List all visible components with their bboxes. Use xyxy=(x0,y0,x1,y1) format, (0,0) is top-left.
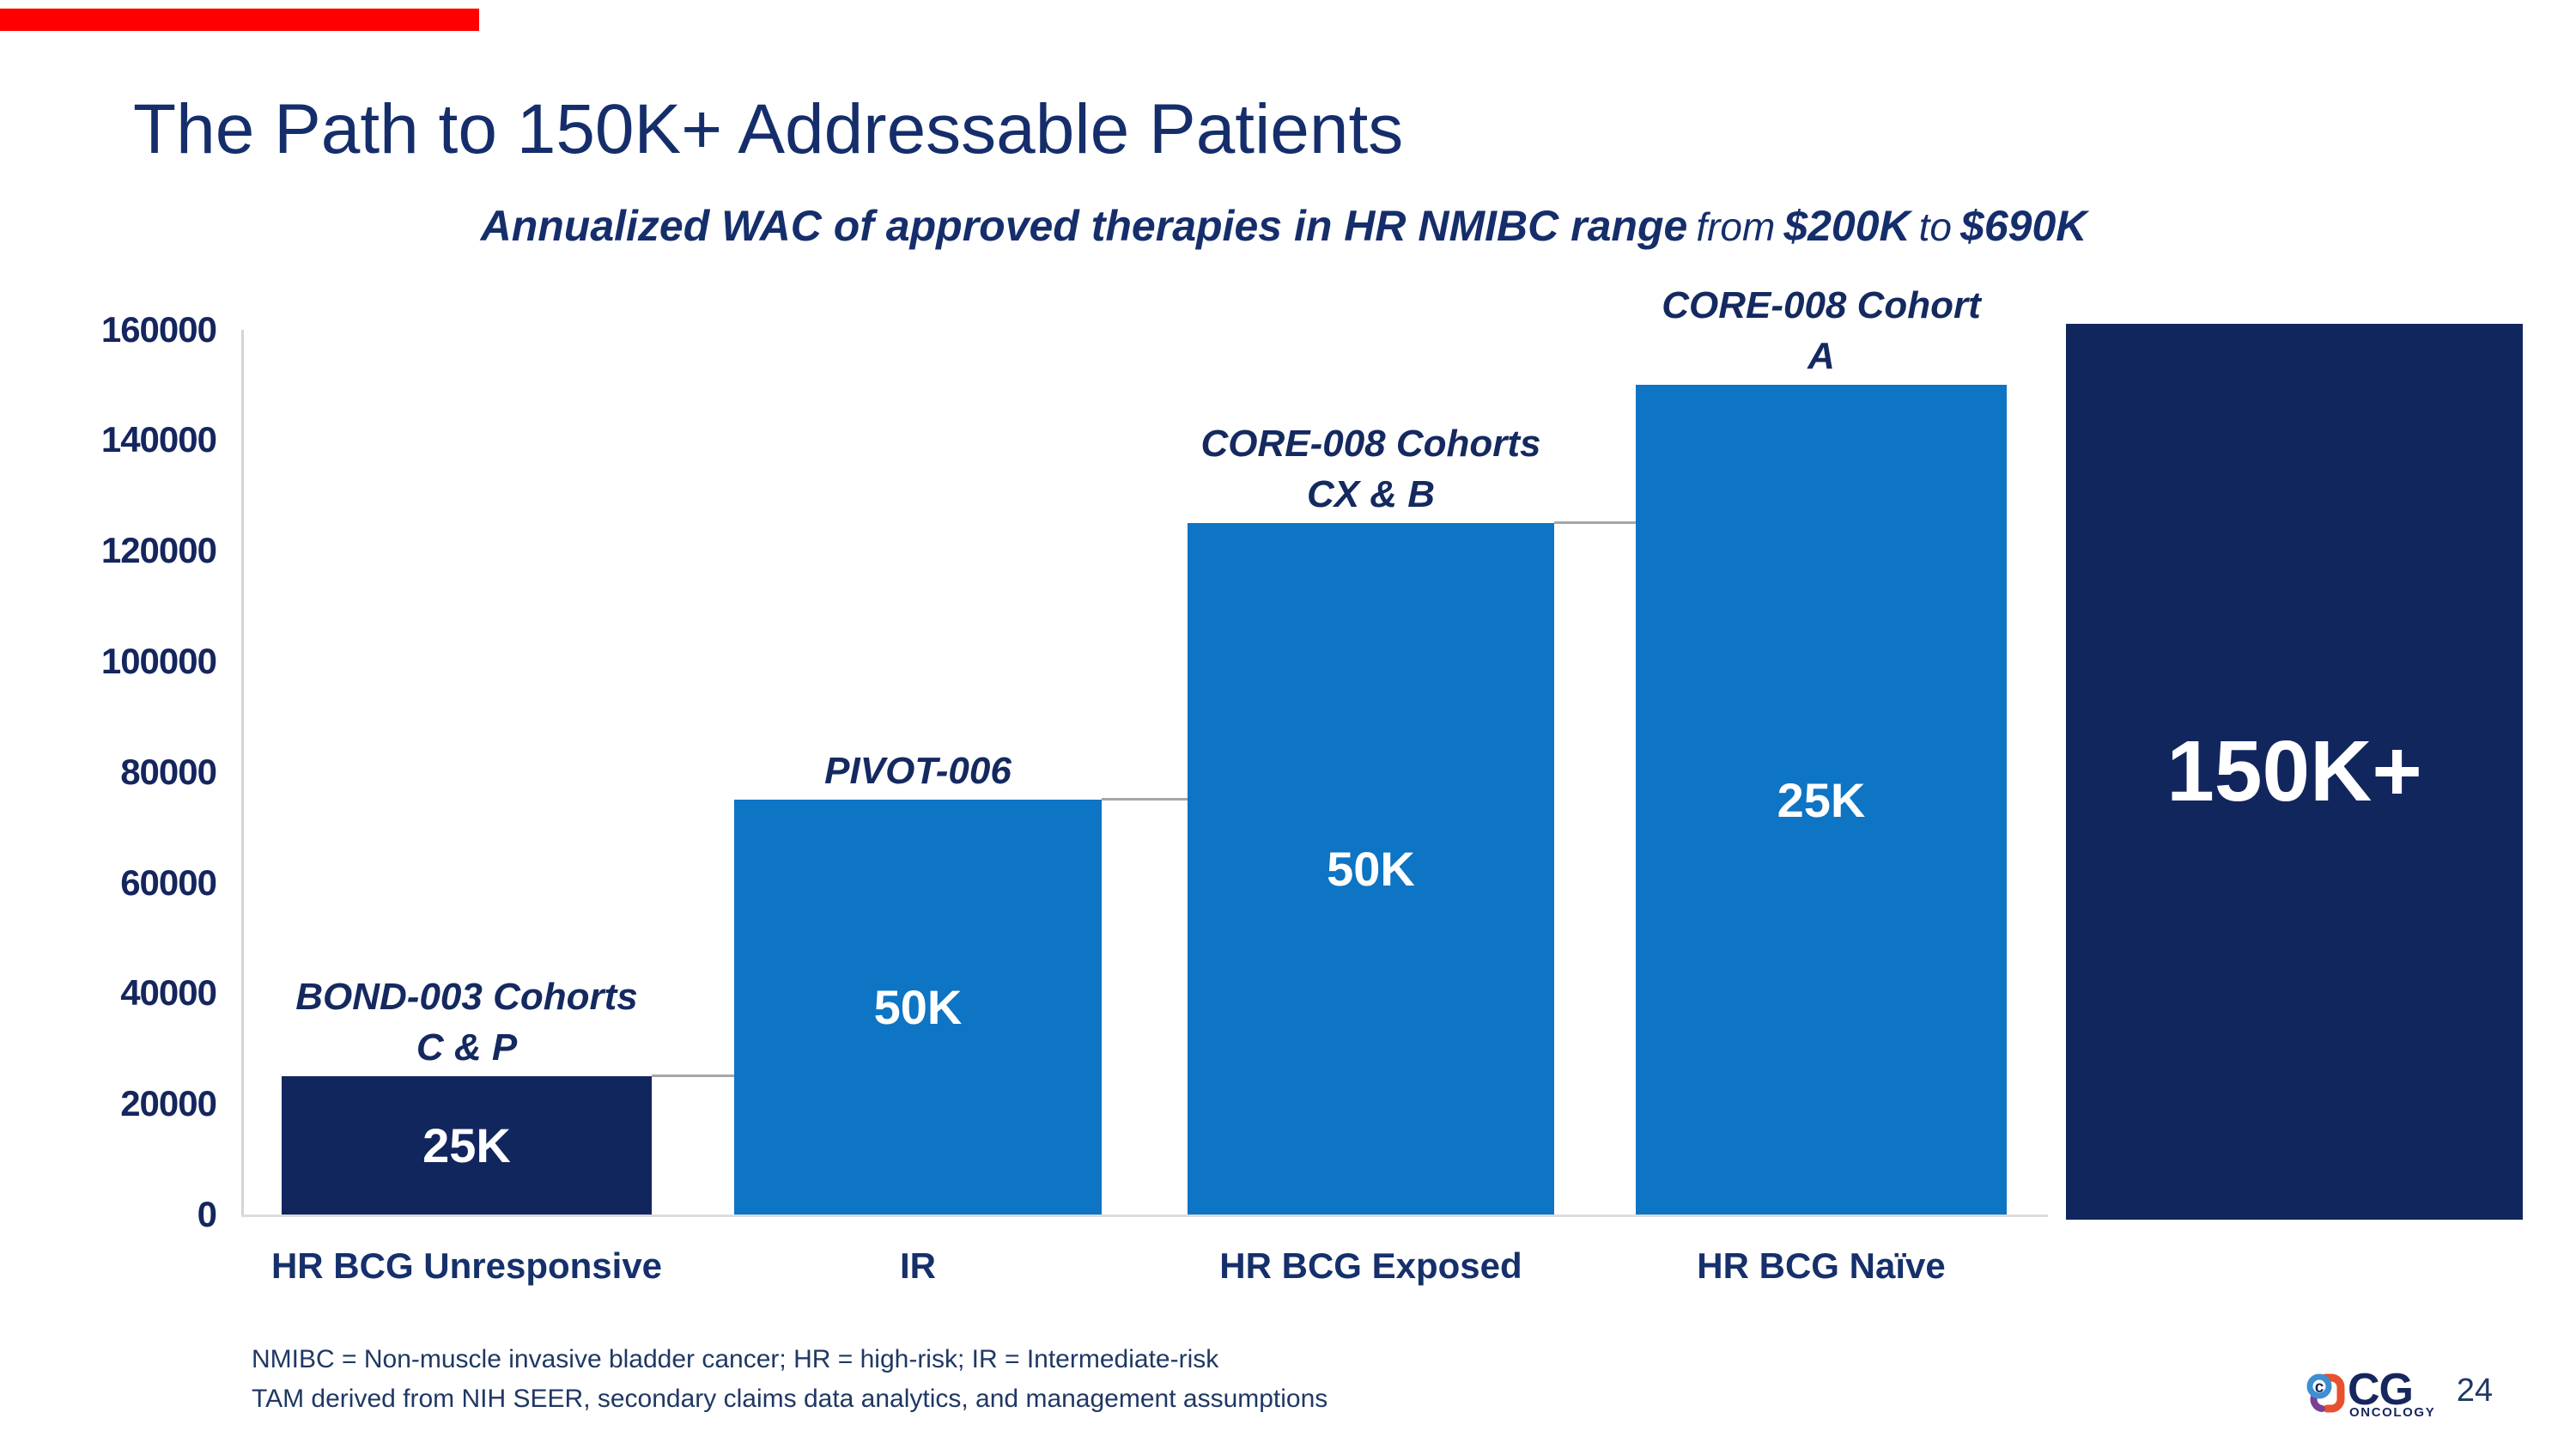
y-axis-tick-label: 60000 xyxy=(120,861,217,903)
bar-annotation: PIVOT-006 xyxy=(617,746,1218,796)
x-axis-category-label: HR BCG Exposed xyxy=(1219,1245,1522,1286)
bar-annotation-line: CORE-008 Cohorts xyxy=(1200,423,1541,465)
subtitle-main: Annualized WAC of approved therapies in … xyxy=(480,202,1688,250)
waterfall-bar: 25K xyxy=(1636,385,2007,1215)
logo-wordmark: CG xyxy=(2348,1365,2414,1415)
waterfall-bar: 50K xyxy=(1188,523,1554,1215)
slide-title: The Path to 150K+ Addressable Patients xyxy=(133,90,1404,168)
y-axis-tick-label: 100000 xyxy=(100,641,217,681)
footnotes: NMIBC = Non-muscle invasive bladder canc… xyxy=(252,1340,1327,1419)
bar-annotation: CORE-008 Cohort A xyxy=(1521,280,2122,381)
waterfall-connector-line xyxy=(1102,798,1188,801)
svg-text:c: c xyxy=(2315,1379,2324,1397)
bar-annotation-line: A xyxy=(1807,335,1835,377)
x-axis-category-label: HR BCG Naïve xyxy=(1697,1245,1946,1286)
x-axis-line xyxy=(241,1215,2048,1217)
x-axis-category-label: IR xyxy=(900,1245,936,1286)
waterfall-connector-line xyxy=(1554,521,1636,524)
bar-annotation-line: CX & B xyxy=(1306,473,1436,515)
y-axis-line xyxy=(241,329,244,1217)
y-axis-tick-label: 120000 xyxy=(100,530,217,571)
y-axis-tick-label: 160000 xyxy=(100,308,217,350)
y-axis-tick-label: 0 xyxy=(197,1194,217,1234)
y-axis-tick-label: 40000 xyxy=(120,972,217,1014)
y-axis-tick-label: 20000 xyxy=(120,1083,217,1124)
bar-value-label: 25K xyxy=(1777,772,1866,827)
bar-annotation-line: BOND-003 Cohorts xyxy=(295,976,638,1018)
y-axis-tick-label: 140000 xyxy=(100,419,217,460)
x-axis-category-label: HR BCG Unresponsive xyxy=(270,1245,663,1286)
footnote-line-1: NMIBC = Non-muscle invasive bladder canc… xyxy=(252,1345,1219,1373)
bar-annotation: CORE-008 Cohorts CX & B xyxy=(1071,418,1672,520)
slide-subtitle: Annualized WAC of approved therapies in … xyxy=(0,201,2576,251)
bar-annotation-line: CORE-008 Cohort xyxy=(1662,284,1981,326)
bar-annotation: BOND-003 Cohorts C & P xyxy=(167,971,768,1073)
footnote-line-2: TAM derived from NIH SEER, secondary cla… xyxy=(252,1385,1328,1413)
subtitle-low-amount: $200K xyxy=(1783,202,1911,250)
subtitle-high-amount: $690K xyxy=(1960,202,2087,250)
waterfall-bar: 25K xyxy=(282,1076,652,1215)
company-logo: c CG ONCOLOGY xyxy=(2306,1365,2512,1429)
y-axis-tick-label: 80000 xyxy=(120,751,217,792)
logo-subtext: ONCOLOGY xyxy=(2349,1405,2436,1420)
bar-value-label: 50K xyxy=(1327,842,1415,896)
bar-value-label: 50K xyxy=(873,980,963,1034)
bar-value-label: 25K xyxy=(422,1118,511,1172)
cg-oncology-logo-icon: c xyxy=(2306,1373,2345,1413)
bar-annotation-line: C & P xyxy=(416,1026,518,1068)
page-number: 24 xyxy=(2456,1373,2494,1409)
waterfall-connector-line xyxy=(652,1075,734,1077)
bar-annotation-line: PIVOT-006 xyxy=(824,750,1012,792)
subtitle-from-word: from xyxy=(1696,204,1776,249)
bar-value-label: 150K+ xyxy=(2166,723,2422,820)
top-accent-bar xyxy=(0,9,479,31)
waterfall-bar: 50K xyxy=(734,800,1102,1215)
subtitle-to-word: to xyxy=(1918,204,1953,249)
total-bar: 150K+ xyxy=(2066,324,2523,1220)
